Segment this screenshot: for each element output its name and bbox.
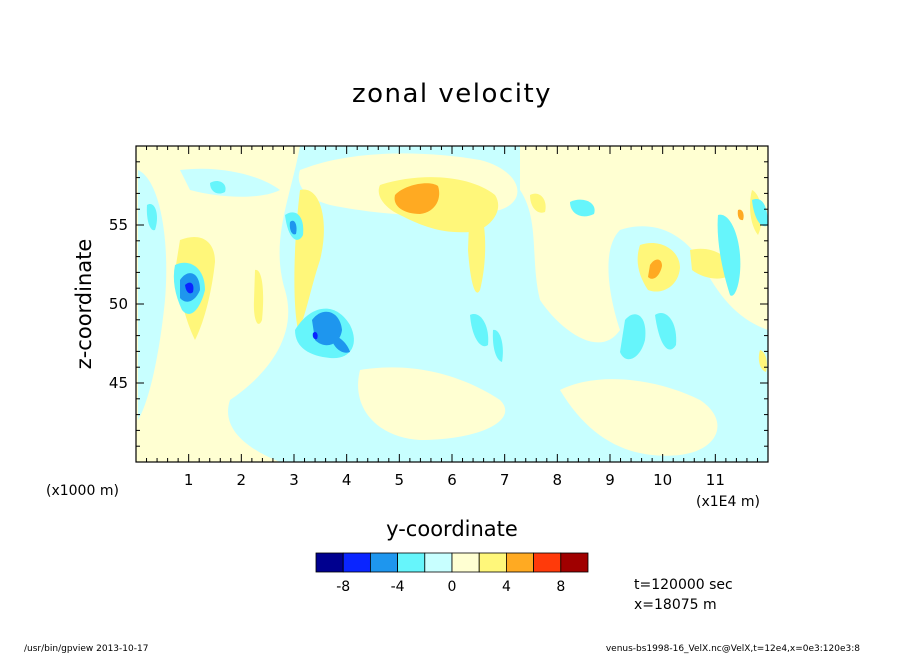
yellow-top-right xyxy=(530,193,546,213)
cyan-streak-upper-left xyxy=(180,168,280,197)
x-axis-ticks: 1 2 3 4 5 6 7 8 9 10 11 xyxy=(135,146,769,489)
colorbar-tick-label: 8 xyxy=(556,579,565,595)
x-tick-label: 7 xyxy=(500,471,510,489)
pale-yellow-lower-right xyxy=(560,379,718,456)
pale-yellow-band-right xyxy=(520,146,768,343)
x-tick-label: 8 xyxy=(553,471,563,489)
x-tick-label: 6 xyxy=(447,471,457,489)
x-tick-label: 5 xyxy=(395,471,405,489)
blue-upper-center-min xyxy=(289,220,297,235)
cyan-upper-left xyxy=(146,204,158,231)
cyan-right-edge xyxy=(752,199,768,227)
x-tick-label: 3 xyxy=(289,471,299,489)
colorbar-swatch xyxy=(478,552,507,573)
x-axis-label: y-coordinate xyxy=(386,517,518,541)
yellow-left-thin xyxy=(253,269,264,324)
orange-top-max xyxy=(394,183,440,214)
cyan-top-left-blob xyxy=(210,181,226,194)
cyan-lower-right-1 xyxy=(620,314,646,360)
x-tick-label: 1 xyxy=(184,471,194,489)
y-tick-label: 45 xyxy=(109,374,128,392)
y-tick-label: 55 xyxy=(109,216,128,234)
position-annotation: x=18075 m xyxy=(634,597,717,613)
colorbar-swatch xyxy=(424,552,453,573)
x-tick-label: 10 xyxy=(653,471,672,489)
y-axis-label: z-coordinate xyxy=(72,239,96,370)
colorbar: -8 -4 0 4 8 xyxy=(315,552,589,595)
darkblue-left-core xyxy=(185,282,194,294)
colorbar-swatch xyxy=(315,552,344,573)
orange-right-max xyxy=(648,259,662,279)
yellow-right-lower-edge xyxy=(758,350,767,372)
colorbar-swatch xyxy=(397,552,426,573)
orange-right-edge-max xyxy=(737,209,744,221)
colorbar-swatch xyxy=(342,552,371,573)
contour-field xyxy=(136,146,768,462)
colorbar-swatch xyxy=(451,552,480,573)
colorbar-tick-label: 0 xyxy=(448,579,457,595)
cyan-lower-right-2 xyxy=(655,313,677,350)
colorbar-tick-label: -4 xyxy=(391,579,405,595)
colorbar-tick-label: -8 xyxy=(336,579,350,595)
cyan-mid-streak xyxy=(470,314,489,347)
pale-yellow-band-left xyxy=(136,146,300,462)
colorbar-tick-label: 4 xyxy=(502,579,511,595)
x-tick-label: 4 xyxy=(342,471,352,489)
colorbar-swatch xyxy=(533,552,562,573)
footer-left: /usr/bin/gpview 2013-10-17 xyxy=(24,644,148,654)
darkblue-center-core xyxy=(312,331,318,340)
x-units-note: (x1000 m) xyxy=(46,483,119,499)
x-tick-label: 9 xyxy=(605,471,615,489)
cyan-right-streak xyxy=(717,214,741,296)
time-annotation: t=120000 sec xyxy=(634,577,733,593)
cyan-streak-left xyxy=(138,170,167,420)
y-axis-ticks: 45 50 55 xyxy=(109,145,768,463)
x-tick-label: 2 xyxy=(237,471,247,489)
blue-center-tail xyxy=(330,335,350,353)
colorbar-swatch xyxy=(505,552,534,573)
footer-right: venus-bs1998-16_VelX.nc@VelX,t=12e4,x=0e… xyxy=(606,644,860,654)
cyan-mid-streak-2 xyxy=(492,329,503,362)
pale-yellow-lower-mid xyxy=(358,367,506,440)
y-tick-label: 50 xyxy=(109,295,128,313)
x-tick-label: 11 xyxy=(706,471,725,489)
yellow-mid-streak xyxy=(468,195,486,293)
colorbar-swatch xyxy=(560,552,589,573)
colorbar-swatch xyxy=(369,552,398,573)
chart-title: zonal velocity xyxy=(352,79,552,109)
x-scale-note: (x1E4 m) xyxy=(696,494,760,510)
cyan-upper-right xyxy=(570,199,595,217)
